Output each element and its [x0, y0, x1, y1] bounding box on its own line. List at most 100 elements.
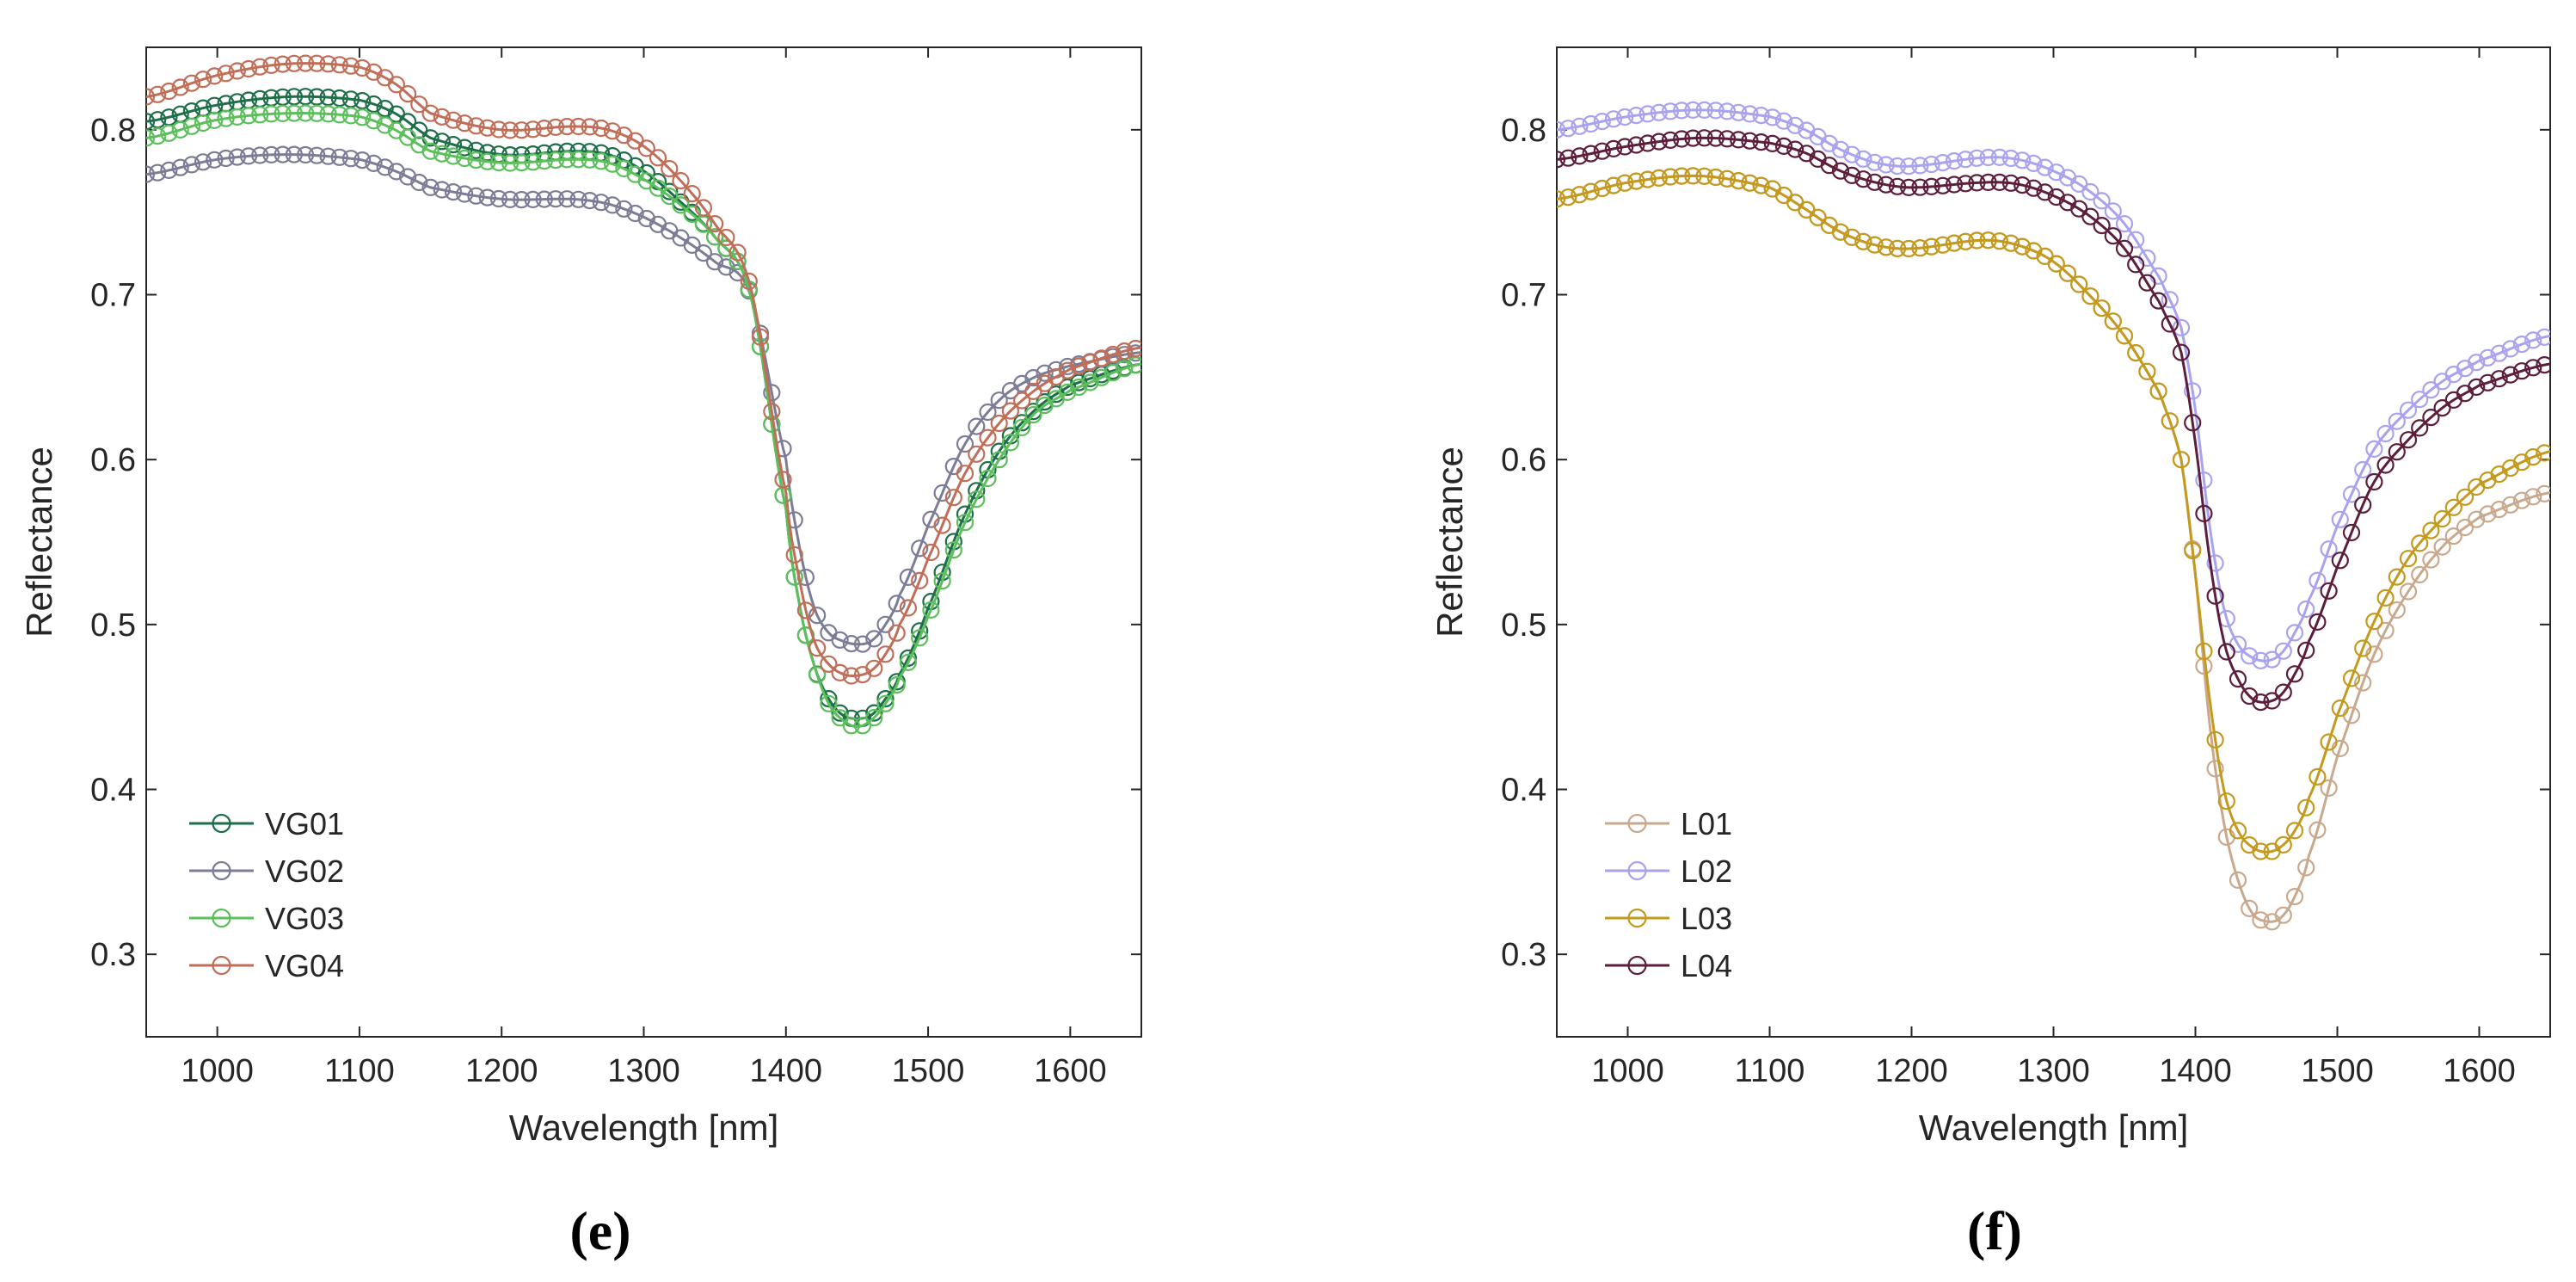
- data-point: [1934, 154, 1952, 172]
- data-point: [2081, 287, 2100, 305]
- data-point: [274, 104, 292, 122]
- data-point: [239, 59, 258, 78]
- y-tick-label: 0.3: [90, 937, 136, 973]
- data-point: [1957, 151, 1975, 169]
- data-point: [182, 74, 200, 92]
- legend-label: L04: [1681, 948, 1732, 983]
- data-point: [297, 88, 315, 106]
- data-point: [2524, 488, 2542, 506]
- legend-label: VG02: [265, 854, 344, 889]
- data-point: [262, 105, 280, 123]
- data-point: [410, 96, 428, 114]
- data-point: [705, 253, 724, 271]
- data-point: [2388, 601, 2406, 619]
- data-point: [2285, 887, 2304, 906]
- data-point: [146, 165, 156, 183]
- legend-label: L03: [1681, 901, 1732, 936]
- data-point: [899, 568, 918, 587]
- series-L04: [1557, 129, 2550, 712]
- legend-marker: [212, 908, 231, 928]
- data-point: [1831, 223, 1850, 241]
- data-point: [1877, 238, 1895, 256]
- data-point: [990, 414, 1008, 433]
- data-point: [581, 118, 599, 136]
- data-point: [1627, 107, 1645, 125]
- data-point: [1092, 349, 1110, 367]
- data-point: [2206, 760, 2224, 778]
- data-point: [1695, 129, 1713, 147]
- data-point: [1024, 382, 1042, 400]
- series-line-L02: [1557, 108, 2550, 663]
- data-point: [444, 111, 463, 129]
- x-tick-label: 1000: [181, 1053, 254, 1089]
- data-point: [444, 147, 463, 165]
- data-point: [2241, 647, 2259, 665]
- data-point: [865, 630, 883, 648]
- y-tick-label: 0.5: [1501, 607, 1546, 644]
- x-tick-label: 1300: [2017, 1053, 2090, 1089]
- data-point: [354, 59, 372, 77]
- y-tick-label: 0.7: [90, 278, 136, 314]
- data-point: [2444, 527, 2462, 545]
- data-point: [1763, 108, 1781, 126]
- data-point: [1922, 237, 1940, 256]
- data-point: [1684, 167, 1702, 185]
- data-point: [2115, 215, 2134, 233]
- legend: VG01 VG02 VG03 VG04: [189, 806, 344, 983]
- data-point: [1854, 170, 1872, 188]
- data-point: [933, 516, 951, 534]
- data-point: [456, 149, 474, 168]
- data-point: [1616, 108, 1634, 126]
- data-point: [2161, 412, 2179, 430]
- data-point: [206, 67, 224, 85]
- data-point: [2025, 242, 2043, 260]
- data-point: [160, 161, 178, 179]
- data-point: [1900, 178, 1918, 196]
- y-tick-label: 0.5: [90, 607, 136, 644]
- data-point: [535, 152, 553, 170]
- data-point: [341, 107, 360, 125]
- data-point: [2138, 362, 2156, 380]
- data-point: [2274, 835, 2292, 854]
- x-tick-label: 1400: [2159, 1053, 2232, 1089]
- data-point: [2184, 382, 2202, 400]
- data-point: [763, 403, 781, 421]
- data-point: [2422, 381, 2440, 399]
- data-point: [865, 704, 883, 722]
- data-point: [911, 629, 929, 647]
- data-point: [1604, 139, 1623, 157]
- data-point: [1957, 232, 1975, 250]
- data-point: [899, 649, 918, 667]
- data-point: [2479, 348, 2497, 367]
- legend-marker: [1627, 860, 1647, 881]
- data-point: [2411, 534, 2429, 552]
- data-point: [160, 124, 178, 142]
- data-point: [2001, 149, 2020, 168]
- data-point: [2331, 510, 2349, 528]
- data-point: [2399, 550, 2418, 568]
- data-point: [274, 145, 292, 163]
- data-point: [1081, 354, 1099, 372]
- data-point: [2468, 354, 2486, 372]
- data-point: [421, 104, 440, 122]
- data-point: [217, 109, 235, 127]
- data-point: [1968, 149, 1986, 167]
- data-point: [2013, 176, 2032, 194]
- data-point: [1684, 129, 1702, 147]
- data-point: [2285, 665, 2304, 683]
- data-point: [1627, 136, 1645, 154]
- data-point: [1934, 176, 1952, 194]
- data-point: [206, 151, 224, 169]
- x-axis-label: Wavelength [nm]: [509, 1107, 779, 1148]
- data-point: [433, 145, 451, 163]
- data-point: [683, 185, 701, 203]
- data-point: [1673, 167, 1691, 185]
- series-line-VG01: [146, 95, 1141, 720]
- data-point: [2047, 255, 2065, 273]
- data-point: [2058, 264, 2077, 282]
- data-point: [149, 163, 167, 182]
- data-point: [1968, 174, 1986, 192]
- data-point: [683, 236, 701, 254]
- data-point: [330, 56, 348, 74]
- data-point: [842, 667, 860, 685]
